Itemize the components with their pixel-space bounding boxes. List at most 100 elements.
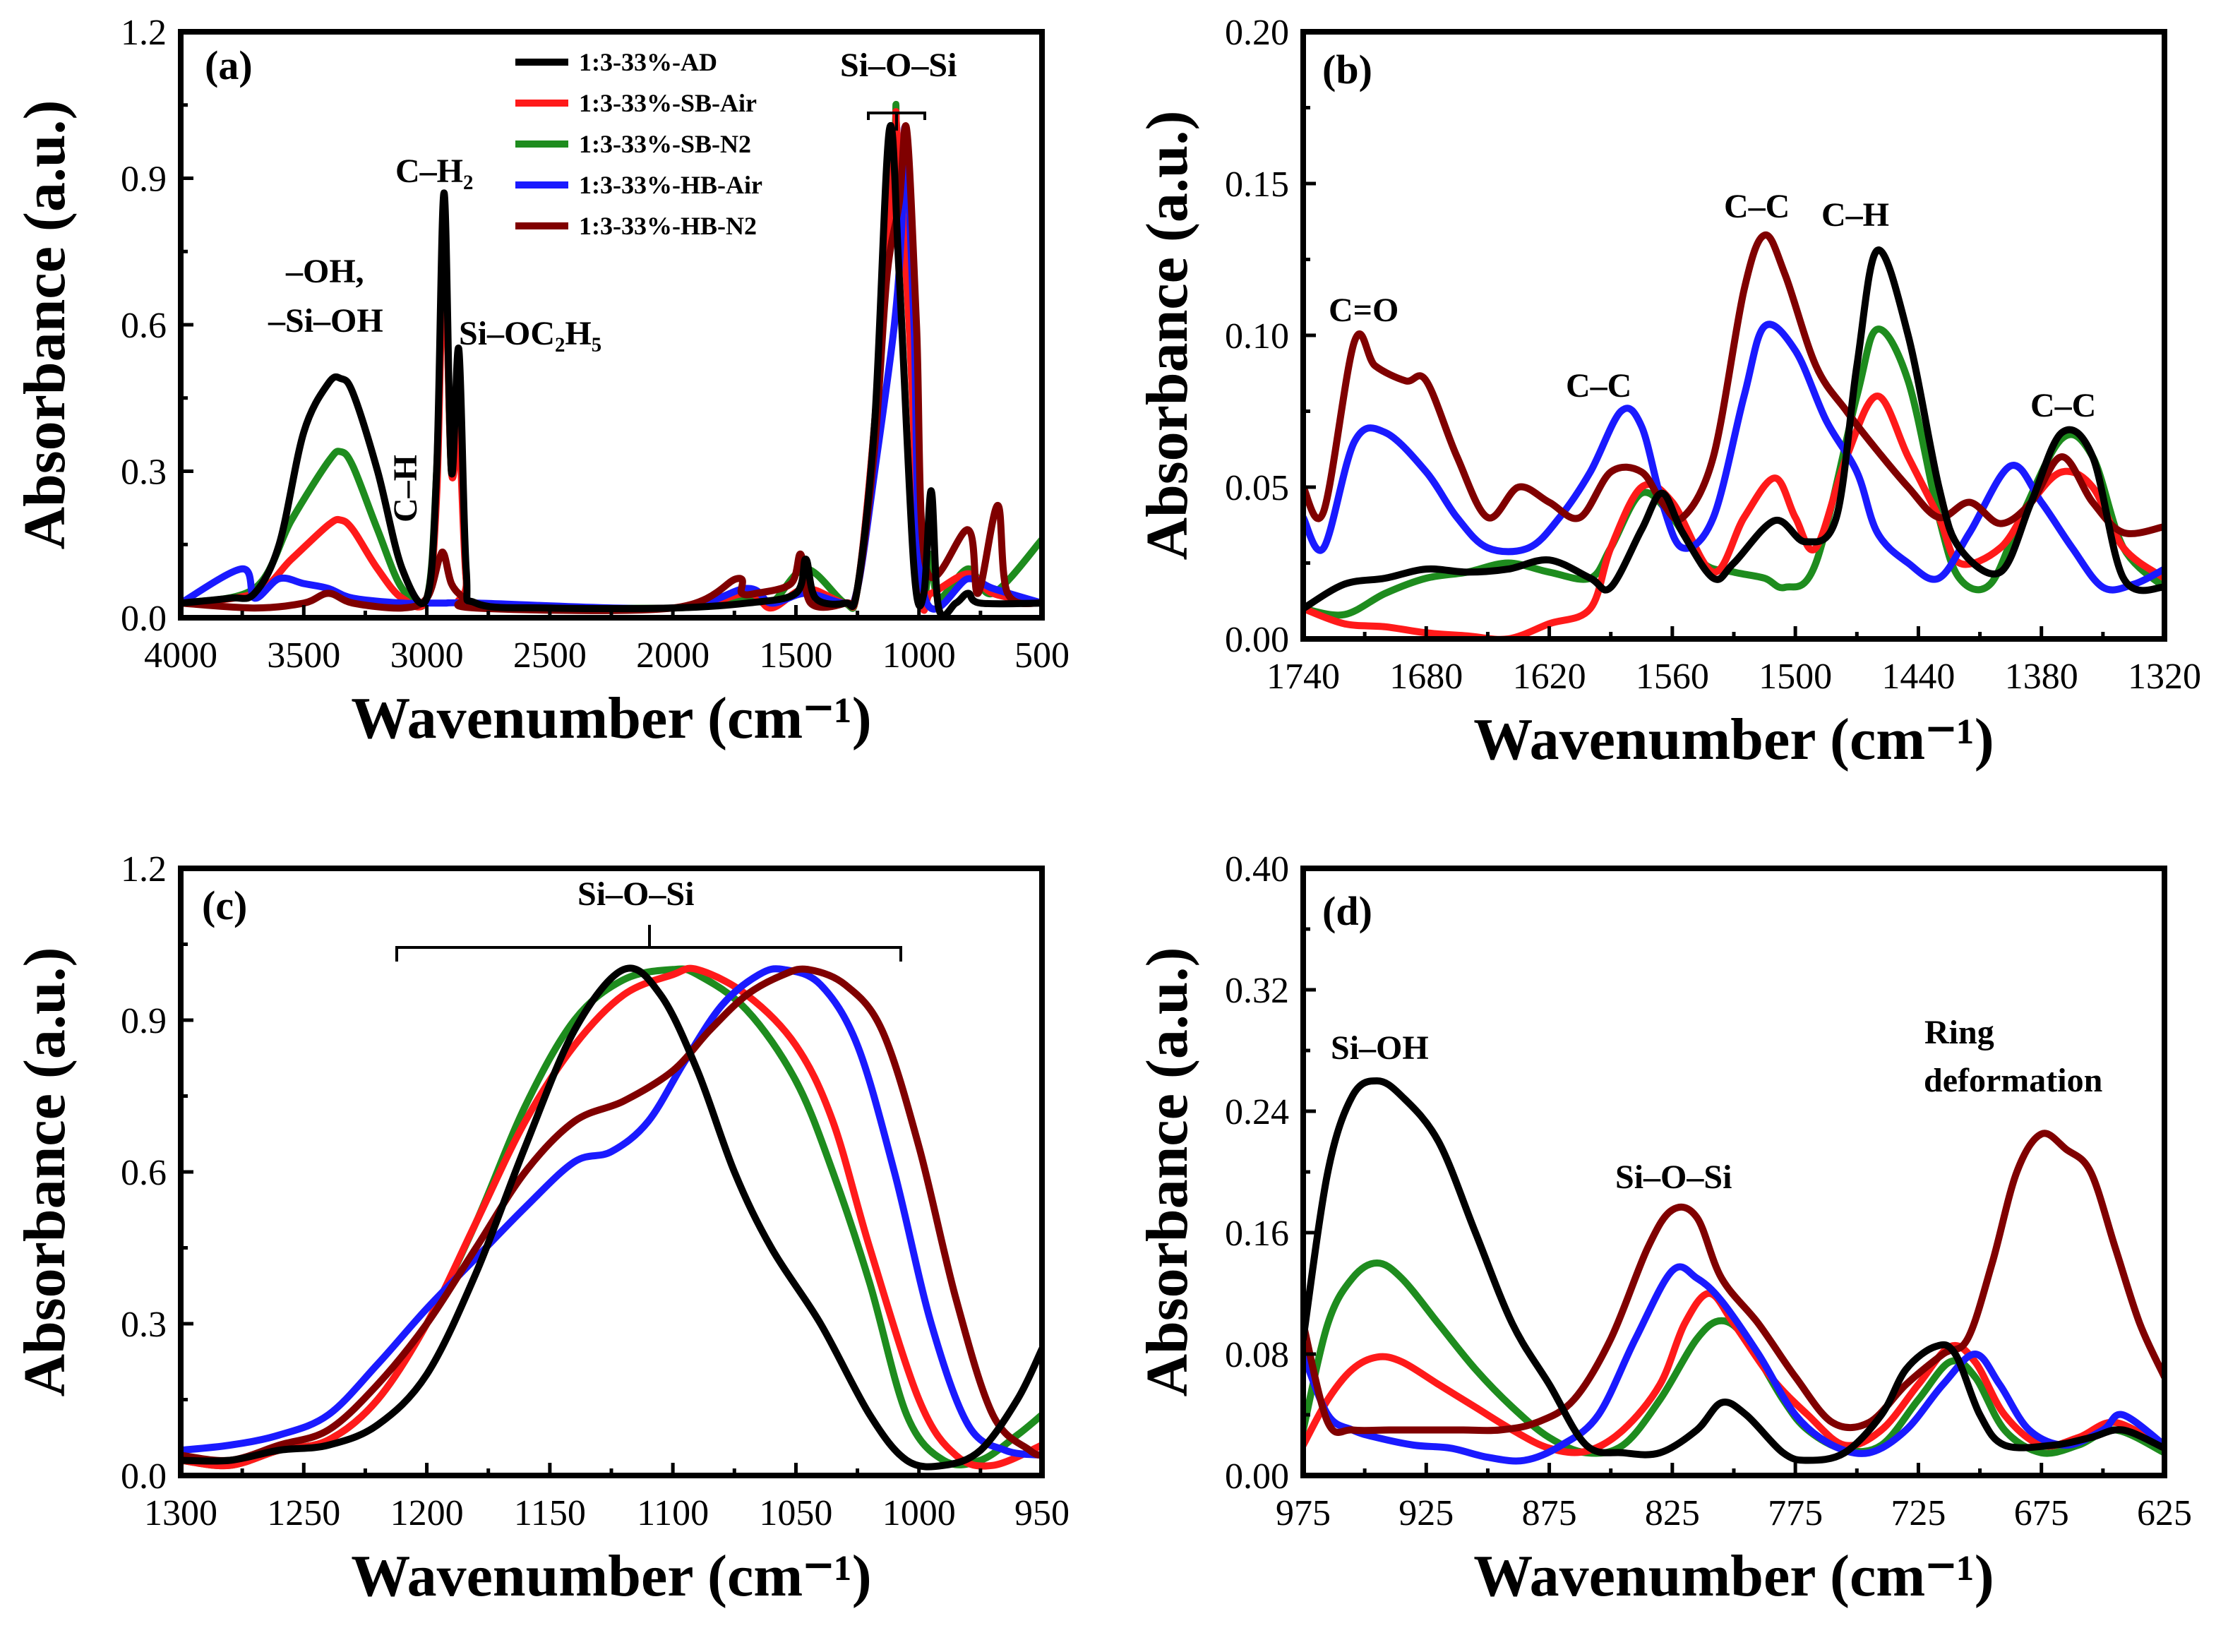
annotation-cc-1: C–C <box>1566 367 1631 405</box>
y-tick-label: 0.05 <box>1225 468 1289 508</box>
panel-d-ticks: 975 925 875 825 775 725 675 625 0.00 0.08 0.16 0.24… <box>1134 849 2192 1609</box>
x-tick-label: 675 <box>2014 1493 2069 1533</box>
legend-label-hb-n2: 1:3-33%-HB-N2 <box>579 212 757 240</box>
series-line-sbn2-panel-d <box>1303 1259 2164 1457</box>
x-tick-label: 1000 <box>882 1493 956 1533</box>
x-tick-label: 1250 <box>267 1493 340 1533</box>
annotation-ch-b: C–H <box>1821 196 1889 234</box>
x-tick-label: 925 <box>1399 1493 1454 1533</box>
legend-label-sb-air: 1:3-33%-SB-Air <box>579 89 757 117</box>
series-line-hbair-panel-d <box>1303 1263 2164 1465</box>
panel-c-ticks: 1300 1250 1200 1150 1100 1050 1000 950 0.0 0.3 0.6… <box>12 849 1070 1609</box>
legend-label-ad: 1:3-33%-AD <box>579 48 717 76</box>
x-tick-label: 3500 <box>267 635 340 676</box>
annotation-cc-2: C–C <box>1724 188 1790 225</box>
panel-a: 4000 3500 3000 2500 2000 1500 1000 500 0.0 0.3 0.6… <box>12 13 1070 751</box>
annotation-sioh-d: Si–OH <box>1331 1029 1429 1067</box>
y-tick-label: 0.6 <box>121 306 167 346</box>
annotation-deformation: deformation <box>1924 1062 2102 1099</box>
series-line-ad-panel-c <box>181 964 1042 1471</box>
x-tick-label: 875 <box>1522 1493 1577 1533</box>
x-tick-label: 1620 <box>1513 657 1586 697</box>
y-tick-label: 0.32 <box>1225 971 1289 1011</box>
x-tick-label: 1000 <box>882 635 956 676</box>
y-tick-label: 0.08 <box>1225 1335 1289 1375</box>
x-tick-label: 625 <box>2137 1493 2192 1533</box>
x-tick-label: 1200 <box>390 1493 464 1533</box>
y-tick-label: 0.3 <box>121 453 167 493</box>
y-tick-label: 0.15 <box>1225 164 1289 205</box>
x-tick-label: 950 <box>1014 1493 1070 1533</box>
annotation-ch-vertical: C–H <box>387 455 424 522</box>
panel-c-series <box>181 964 1042 1471</box>
y-tick-label: 0.24 <box>1225 1092 1289 1132</box>
legend-label-hb-air: 1:3-33%-HB-Air <box>579 171 762 199</box>
annotation-ch2: C–H₂ <box>395 152 473 190</box>
panel-d: 975 925 875 825 775 725 675 625 0.00 0.08 0.16 0.24… <box>1134 849 2192 1609</box>
x-tick-label: 1100 <box>637 1493 709 1533</box>
x-tick-label: 1380 <box>2005 657 2078 697</box>
y-tick-label: 0.00 <box>1225 1456 1289 1497</box>
y-tick-label: 1.2 <box>121 849 167 890</box>
y-tick-label: 0.6 <box>121 1153 167 1193</box>
x-tick-label: 2500 <box>513 635 587 676</box>
series-line-hbn2-panel-d <box>1303 1130 2164 1436</box>
x-axis-title: Wavenumber (cm⁻¹) <box>1473 707 1994 772</box>
legend: 1:3-33%-AD 1:3-33%-SB-Air 1:3-33%-SB-N2 … <box>515 48 762 240</box>
x-tick-label: 975 <box>1276 1493 1331 1533</box>
panel-b-series <box>1303 232 2164 639</box>
y-tick-label: 0.0 <box>121 1456 167 1497</box>
annotation-ring: Ring <box>1924 1014 1994 1051</box>
series-line-hbair-panel-b <box>1303 321 2164 594</box>
y-tick-label: 0.20 <box>1225 13 1289 53</box>
bracket-siosi-a <box>867 112 926 131</box>
y-axis-title: Absorbance (a.u.) <box>1134 110 1200 560</box>
series-line-hbn2-panel-b <box>1303 232 2164 537</box>
series-line-hbn2-panel-c <box>181 965 1042 1464</box>
x-tick-label: 1740 <box>1266 657 1340 697</box>
x-tick-label: 1300 <box>144 1493 217 1533</box>
annotation-sioc2h5: Si–OC₂H₅ <box>459 315 601 352</box>
annotation-cc-3: C–C <box>2030 387 2096 424</box>
annotation-siosi-c: Si–O–Si <box>577 875 694 913</box>
x-axis-title: Wavenumber (cm⁻¹) <box>351 1543 872 1609</box>
series-line-ad-panel-d <box>1303 1077 2164 1464</box>
x-axis-title: Wavenumber (cm⁻¹) <box>351 686 872 751</box>
x-tick-label: 3000 <box>390 635 464 676</box>
legend-label-sb-n2: 1:3-33%-SB-N2 <box>579 130 751 158</box>
bracket-siosi-c <box>395 925 902 962</box>
y-tick-label: 0.9 <box>121 1001 167 1041</box>
panel-b-label: (b) <box>1322 47 1372 92</box>
annotation-siosi-d: Si–O–Si <box>1615 1159 1732 1196</box>
y-tick-label: 0.00 <box>1225 620 1289 660</box>
panel-b: 1740 1680 1620 1560 1500 1440 1380 1320 0.00 0.05… <box>1134 13 2201 772</box>
panel-a-label: (a) <box>205 42 253 88</box>
annotation-oh: –OH, <box>285 253 364 290</box>
series-line-sbair-panel-c <box>181 964 1042 1470</box>
x-tick-label: 1560 <box>1636 657 1709 697</box>
x-tick-label: 1500 <box>1759 657 1832 697</box>
panel-d-label: (d) <box>1322 888 1372 934</box>
series-line-sbair-panel-b <box>1303 393 2164 639</box>
x-tick-label: 500 <box>1014 635 1070 676</box>
x-tick-label: 775 <box>1768 1493 1823 1533</box>
x-tick-label: 1680 <box>1389 657 1463 697</box>
x-tick-label: 1440 <box>1881 657 1955 697</box>
annotation-siosi-a: Si–O–Si <box>840 47 957 84</box>
x-tick-label: 1320 <box>2128 657 2201 697</box>
x-tick-label: 725 <box>1891 1493 1946 1533</box>
panel-c: 1300 1250 1200 1150 1100 1050 1000 950 0.0 0.3 0.6… <box>12 849 1070 1609</box>
x-tick-label: 2000 <box>636 635 709 676</box>
panel-b-ticks: 1740 1680 1620 1560 1500 1440 1380 1320 0.00 0.05… <box>1134 13 2201 772</box>
panel-a-series <box>181 100 1042 618</box>
y-tick-label: 0.9 <box>121 160 167 200</box>
panel-d-series <box>1303 1077 2164 1465</box>
y-tick-label: 0.10 <box>1225 316 1289 357</box>
x-tick-label: 1150 <box>514 1493 586 1533</box>
x-tick-label: 1050 <box>759 1493 832 1533</box>
x-tick-label: 825 <box>1645 1493 1700 1533</box>
y-tick-label: 1.2 <box>121 13 167 53</box>
y-axis-title: Absorbance (a.u.) <box>1134 947 1200 1396</box>
annotation-co: C=O <box>1329 292 1399 329</box>
